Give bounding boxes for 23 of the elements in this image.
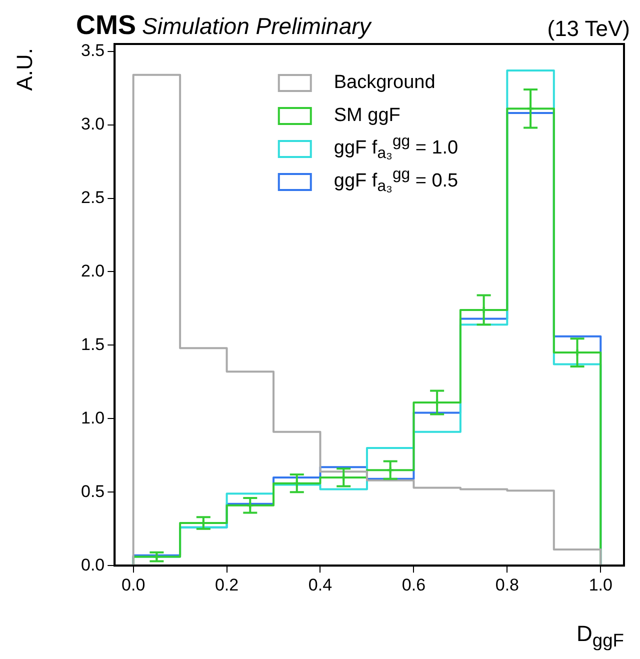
y-tick-label: 1.5 — [80, 334, 105, 354]
x-tick-label: 0.0 — [122, 575, 146, 594]
x-tick-label: 0.4 — [308, 575, 332, 594]
y-axis-title: A.U. — [12, 48, 38, 91]
legend-label: Background — [334, 72, 436, 94]
y-tick-label: 2.5 — [80, 188, 105, 207]
y-tick-label: 1.0 — [80, 408, 105, 428]
x-tick-label: 1.0 — [588, 575, 612, 594]
chart-title: CMS — [76, 10, 136, 40]
legend-label: ggF f$_{a₃}$$^{gg}$ = 1.0 — [334, 133, 458, 164]
x-tick-label: 0.2 — [214, 575, 239, 594]
x-axis-title: D$_{ggF}$ — [576, 620, 624, 651]
chart-subtitle: Simulation Preliminary — [142, 13, 371, 39]
y-tick-label: 0.0 — [80, 555, 105, 574]
y-tick-label: 0.5 — [80, 482, 105, 501]
y-tick-label: 2.0 — [80, 261, 105, 280]
y-tick-label: 3.5 — [80, 41, 105, 60]
text: (13 TeV) — [547, 16, 630, 42]
x-tick-label: 0.6 — [402, 575, 426, 594]
x-tick-label: 0.8 — [495, 575, 519, 594]
y-tick-label: 3.0 — [80, 114, 105, 134]
legend-label: ggF f$_{a₃}$$^{gg}$ = 0.5 — [334, 166, 458, 197]
legend-label: SM ggF — [334, 104, 400, 126]
